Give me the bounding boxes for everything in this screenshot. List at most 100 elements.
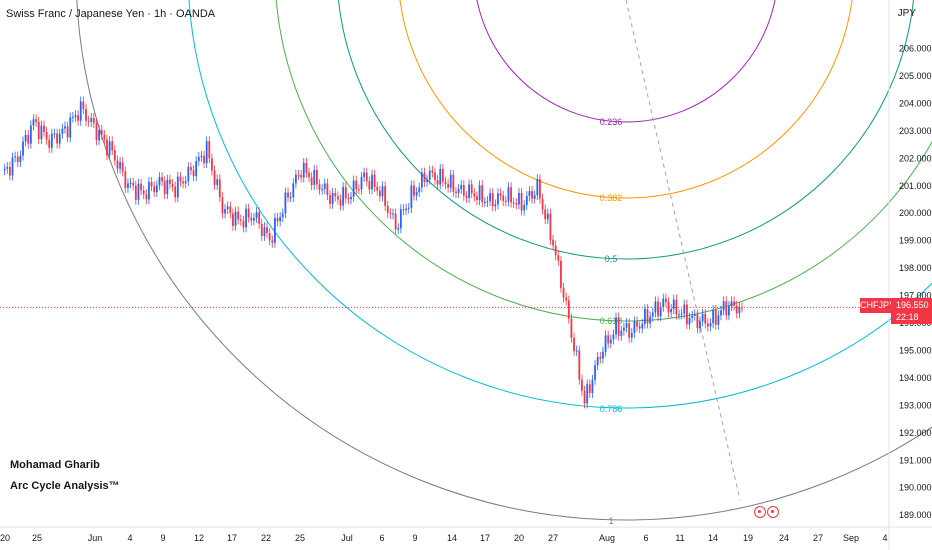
- candle-body: [166, 179, 169, 195]
- candle-body: [90, 117, 93, 122]
- candle-body: [499, 193, 502, 196]
- time-tick-label: 6: [643, 533, 648, 543]
- time-tick-label: 22: [261, 533, 271, 543]
- candle-body: [386, 205, 389, 214]
- last-price-value: 196.550: [896, 300, 929, 310]
- price-tick-label: 200.000: [899, 208, 932, 218]
- candle-body: [360, 176, 363, 190]
- candle-body: [420, 172, 423, 188]
- candle-body: [281, 213, 284, 218]
- candle-body: [727, 306, 730, 316]
- candle-body: [696, 314, 699, 329]
- candle-body: [712, 309, 715, 324]
- candle-body: [693, 314, 696, 316]
- candle-body: [371, 174, 373, 190]
- candle-body: [491, 193, 494, 207]
- candle-body: [714, 309, 717, 325]
- candle-body: [483, 202, 486, 204]
- fib-arc-0.786: [188, 0, 932, 409]
- time-tick-label: 24: [779, 533, 789, 543]
- price-tick-label: 198.000: [899, 263, 932, 273]
- candle-body: [612, 334, 615, 340]
- fib-arc-0.236: [476, 0, 776, 123]
- candle-body: [439, 168, 442, 185]
- candle-body: [234, 211, 237, 226]
- candle-body: [544, 209, 547, 220]
- candle-body: [32, 119, 35, 126]
- candle-body: [678, 314, 680, 316]
- candle-body: [329, 195, 331, 204]
- candle-body: [87, 120, 90, 122]
- candle-body: [50, 133, 53, 148]
- candle-body: [533, 195, 536, 199]
- candle-body: [56, 133, 59, 144]
- candle-body: [357, 189, 360, 191]
- candle-body: [71, 116, 74, 118]
- price-tick-label: 204.000: [899, 98, 932, 108]
- candle-body: [116, 160, 119, 169]
- candle-body: [649, 316, 652, 324]
- time-axis[interactable]: 20 25 Jun 4 9 12 17 22 25 Jul 6 9 14 17 20 27 Aug 6 11 14 19…: [0, 526, 932, 543]
- candle-body: [161, 177, 163, 182]
- candle-body: [77, 115, 79, 121]
- event-marker-icon[interactable]: [767, 506, 779, 518]
- candle-body: [486, 201, 489, 203]
- candle-body: [221, 197, 224, 214]
- candle-body: [607, 335, 610, 344]
- candle-body: [675, 299, 678, 315]
- candle-body: [722, 301, 725, 311]
- cycle-trendline-segment: [625, 0, 741, 501]
- candle-body: [662, 298, 665, 307]
- candle-body: [657, 301, 659, 317]
- candle-body: [691, 315, 694, 318]
- candle-body: [127, 183, 129, 188]
- candle-body: [142, 190, 145, 195]
- event-marker-icon[interactable]: [754, 506, 766, 518]
- candle-body: [79, 101, 82, 121]
- candle-body: [318, 184, 321, 190]
- fib-arc-0.382: [399, 0, 853, 199]
- candle-body: [423, 172, 426, 182]
- candle-body: [497, 193, 499, 205]
- candle-body: [352, 180, 355, 197]
- candle-body: [197, 156, 200, 161]
- candle-body: [457, 189, 460, 193]
- candle-body: [470, 184, 473, 194]
- candle-body: [276, 217, 279, 222]
- candle-body: [247, 208, 250, 218]
- candle-body: [725, 301, 728, 316]
- candle-body: [203, 155, 205, 164]
- candle-body: [541, 198, 544, 210]
- candle-body: [730, 301, 733, 307]
- candle-body: [132, 182, 135, 186]
- candle-body: [641, 323, 644, 329]
- price-tick-label: 205.000: [899, 71, 932, 81]
- candle-body: [171, 183, 174, 187]
- candle-body: [468, 184, 470, 198]
- price-axis[interactable]: 206.000 205.000 204.000 203.000 202.000 201.0…: [888, 0, 932, 550]
- candle-body: [581, 379, 583, 391]
- candle-body: [113, 150, 116, 161]
- price-tick-label: 194.000: [899, 373, 932, 383]
- price-candles: [3, 96, 743, 409]
- candle-body: [140, 183, 142, 191]
- candle-body: [623, 327, 625, 331]
- candle-body: [685, 304, 688, 325]
- candle-body: [3, 168, 6, 171]
- time-tick-label: 20: [514, 533, 524, 543]
- candle-body: [413, 185, 415, 196]
- cycle-trendline: [625, 0, 741, 501]
- candle-body: [347, 198, 350, 200]
- candle-body: [389, 213, 392, 215]
- candle-body: [232, 213, 234, 226]
- candle-body: [313, 170, 316, 185]
- candle-body: [27, 134, 30, 144]
- candle-body: [106, 139, 108, 156]
- candle-body: [255, 212, 258, 219]
- candle-body: [82, 101, 85, 110]
- candle-body: [53, 133, 56, 135]
- candle-body: [646, 309, 649, 324]
- candle-body: [213, 170, 216, 185]
- candle-body: [263, 227, 266, 236]
